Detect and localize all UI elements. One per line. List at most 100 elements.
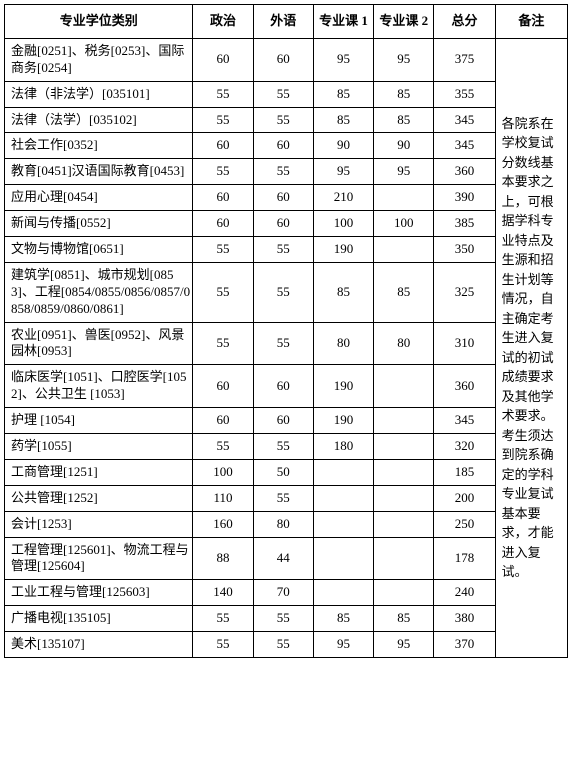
cell-total: 178 xyxy=(434,537,495,580)
cell-category: 教育[0451]汉语国际教育[0453] xyxy=(5,159,193,185)
cell-course1 xyxy=(313,537,373,580)
table-row: 会计[1253]16080 250 xyxy=(5,511,568,537)
table-row: 法律（非法学）[035101]55558585355 xyxy=(5,81,568,107)
cell-course1: 90 xyxy=(313,133,373,159)
cell-category: 社会工作[0352] xyxy=(5,133,193,159)
col-course1: 专业课 1 xyxy=(313,5,373,39)
cell-remark: 各院系在学校复试分数线基本要求之上，可根据学科专业特点及生源和招生计划等情况，自… xyxy=(495,38,567,657)
cell-politics: 55 xyxy=(193,107,253,133)
table-body: 金融[0251]、税务[0253]、国际商务[0254]60609595375各… xyxy=(5,38,568,657)
cell-course2: 85 xyxy=(374,107,434,133)
table-row: 工商管理[1251]10050185 xyxy=(5,459,568,485)
table-row: 文物与博物馆[0651]5555190350 xyxy=(5,237,568,263)
cell-course1: 85 xyxy=(313,606,373,632)
cell-politics: 60 xyxy=(193,211,253,237)
cell-politics: 55 xyxy=(193,159,253,185)
cell-course1: 85 xyxy=(313,107,373,133)
cell-total: 320 xyxy=(434,434,495,460)
table-row: 药学[1055]5555180320 xyxy=(5,434,568,460)
cell-politics: 88 xyxy=(193,537,253,580)
cell-total: 325 xyxy=(434,262,495,322)
cell-total: 185 xyxy=(434,459,495,485)
cell-course2: 95 xyxy=(374,632,434,658)
cell-total: 200 xyxy=(434,485,495,511)
cell-foreign: 55 xyxy=(253,434,313,460)
cell-course1: 190 xyxy=(313,365,373,408)
cell-course2: 85 xyxy=(374,606,434,632)
cell-foreign: 55 xyxy=(253,159,313,185)
cell-course2 xyxy=(374,237,434,263)
cell-total: 390 xyxy=(434,185,495,211)
cell-category: 工商管理[1251] xyxy=(5,459,193,485)
table-row: 工业工程与管理[125603]14070240 xyxy=(5,580,568,606)
cell-politics: 55 xyxy=(193,237,253,263)
cell-total: 345 xyxy=(434,133,495,159)
cell-foreign: 55 xyxy=(253,81,313,107)
cell-course2 xyxy=(374,459,434,485)
table-row: 护理 [1054]6060190345 xyxy=(5,408,568,434)
cell-course1: 95 xyxy=(313,632,373,658)
cell-politics: 60 xyxy=(193,365,253,408)
cell-course2 xyxy=(374,365,434,408)
cell-total: 375 xyxy=(434,38,495,81)
cell-total: 250 xyxy=(434,511,495,537)
cell-total: 240 xyxy=(434,580,495,606)
cell-course2 xyxy=(374,511,434,537)
cell-politics: 160 xyxy=(193,511,253,537)
cell-category: 临床医学[1051]、口腔医学[1052]、公共卫生 [1053] xyxy=(5,365,193,408)
cell-course1: 210 xyxy=(313,185,373,211)
table-row: 广播电视[135105]55558585380 xyxy=(5,606,568,632)
cell-total: 360 xyxy=(434,365,495,408)
cell-politics: 55 xyxy=(193,606,253,632)
cell-foreign: 80 xyxy=(253,511,313,537)
cell-total: 380 xyxy=(434,606,495,632)
col-total: 总分 xyxy=(434,5,495,39)
col-category: 专业学位类别 xyxy=(5,5,193,39)
cell-foreign: 60 xyxy=(253,38,313,81)
cell-total: 345 xyxy=(434,408,495,434)
table-row: 金融[0251]、税务[0253]、国际商务[0254]60609595375各… xyxy=(5,38,568,81)
cell-category: 工业工程与管理[125603] xyxy=(5,580,193,606)
cell-foreign: 55 xyxy=(253,107,313,133)
cell-category: 会计[1253] xyxy=(5,511,193,537)
cell-total: 385 xyxy=(434,211,495,237)
cell-total: 370 xyxy=(434,632,495,658)
cell-course1 xyxy=(313,485,373,511)
cell-foreign: 60 xyxy=(253,365,313,408)
table-row: 法律（法学）[035102]55558585345 xyxy=(5,107,568,133)
cell-course2 xyxy=(374,434,434,460)
col-foreign: 外语 xyxy=(253,5,313,39)
cell-course1: 190 xyxy=(313,237,373,263)
cell-foreign: 60 xyxy=(253,133,313,159)
cell-category: 文物与博物馆[0651] xyxy=(5,237,193,263)
cell-category: 美术[135107] xyxy=(5,632,193,658)
table-row: 建筑学[0851]、城市规划[0853]、工程[0854/0855/0856/0… xyxy=(5,262,568,322)
cell-politics: 60 xyxy=(193,133,253,159)
cell-course1: 95 xyxy=(313,38,373,81)
cell-category: 法律（法学）[035102] xyxy=(5,107,193,133)
cell-foreign: 44 xyxy=(253,537,313,580)
cell-course2 xyxy=(374,537,434,580)
cell-category: 药学[1055] xyxy=(5,434,193,460)
cell-course1: 190 xyxy=(313,408,373,434)
cell-course1: 85 xyxy=(313,81,373,107)
cell-foreign: 55 xyxy=(253,237,313,263)
cell-category: 公共管理[1252] xyxy=(5,485,193,511)
cell-course2: 85 xyxy=(374,81,434,107)
cell-course2: 95 xyxy=(374,159,434,185)
cell-foreign: 55 xyxy=(253,322,313,365)
score-table: 专业学位类别 政治 外语 专业课 1 专业课 2 总分 备注 金融[0251]、… xyxy=(4,4,568,658)
cell-total: 345 xyxy=(434,107,495,133)
cell-course2: 80 xyxy=(374,322,434,365)
cell-course1 xyxy=(313,459,373,485)
cell-foreign: 55 xyxy=(253,262,313,322)
table-row: 教育[0451]汉语国际教育[0453]55559595360 xyxy=(5,159,568,185)
cell-category: 新闻与传播[0552] xyxy=(5,211,193,237)
cell-total: 310 xyxy=(434,322,495,365)
cell-foreign: 55 xyxy=(253,632,313,658)
cell-category: 金融[0251]、税务[0253]、国际商务[0254] xyxy=(5,38,193,81)
cell-foreign: 55 xyxy=(253,485,313,511)
table-row: 工程管理[125601]、物流工程与管理[125604]8844178 xyxy=(5,537,568,580)
cell-category: 农业[0951]、兽医[0952]、风景园林[0953] xyxy=(5,322,193,365)
cell-category: 法律（非法学）[035101] xyxy=(5,81,193,107)
